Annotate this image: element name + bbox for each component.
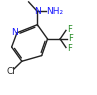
Text: N: N [11, 28, 18, 37]
Text: F: F [67, 44, 72, 53]
Text: Cl: Cl [7, 67, 16, 76]
Text: F: F [67, 25, 72, 34]
Text: F: F [68, 34, 73, 43]
Text: NH₂: NH₂ [47, 7, 64, 16]
Text: N: N [34, 7, 41, 16]
